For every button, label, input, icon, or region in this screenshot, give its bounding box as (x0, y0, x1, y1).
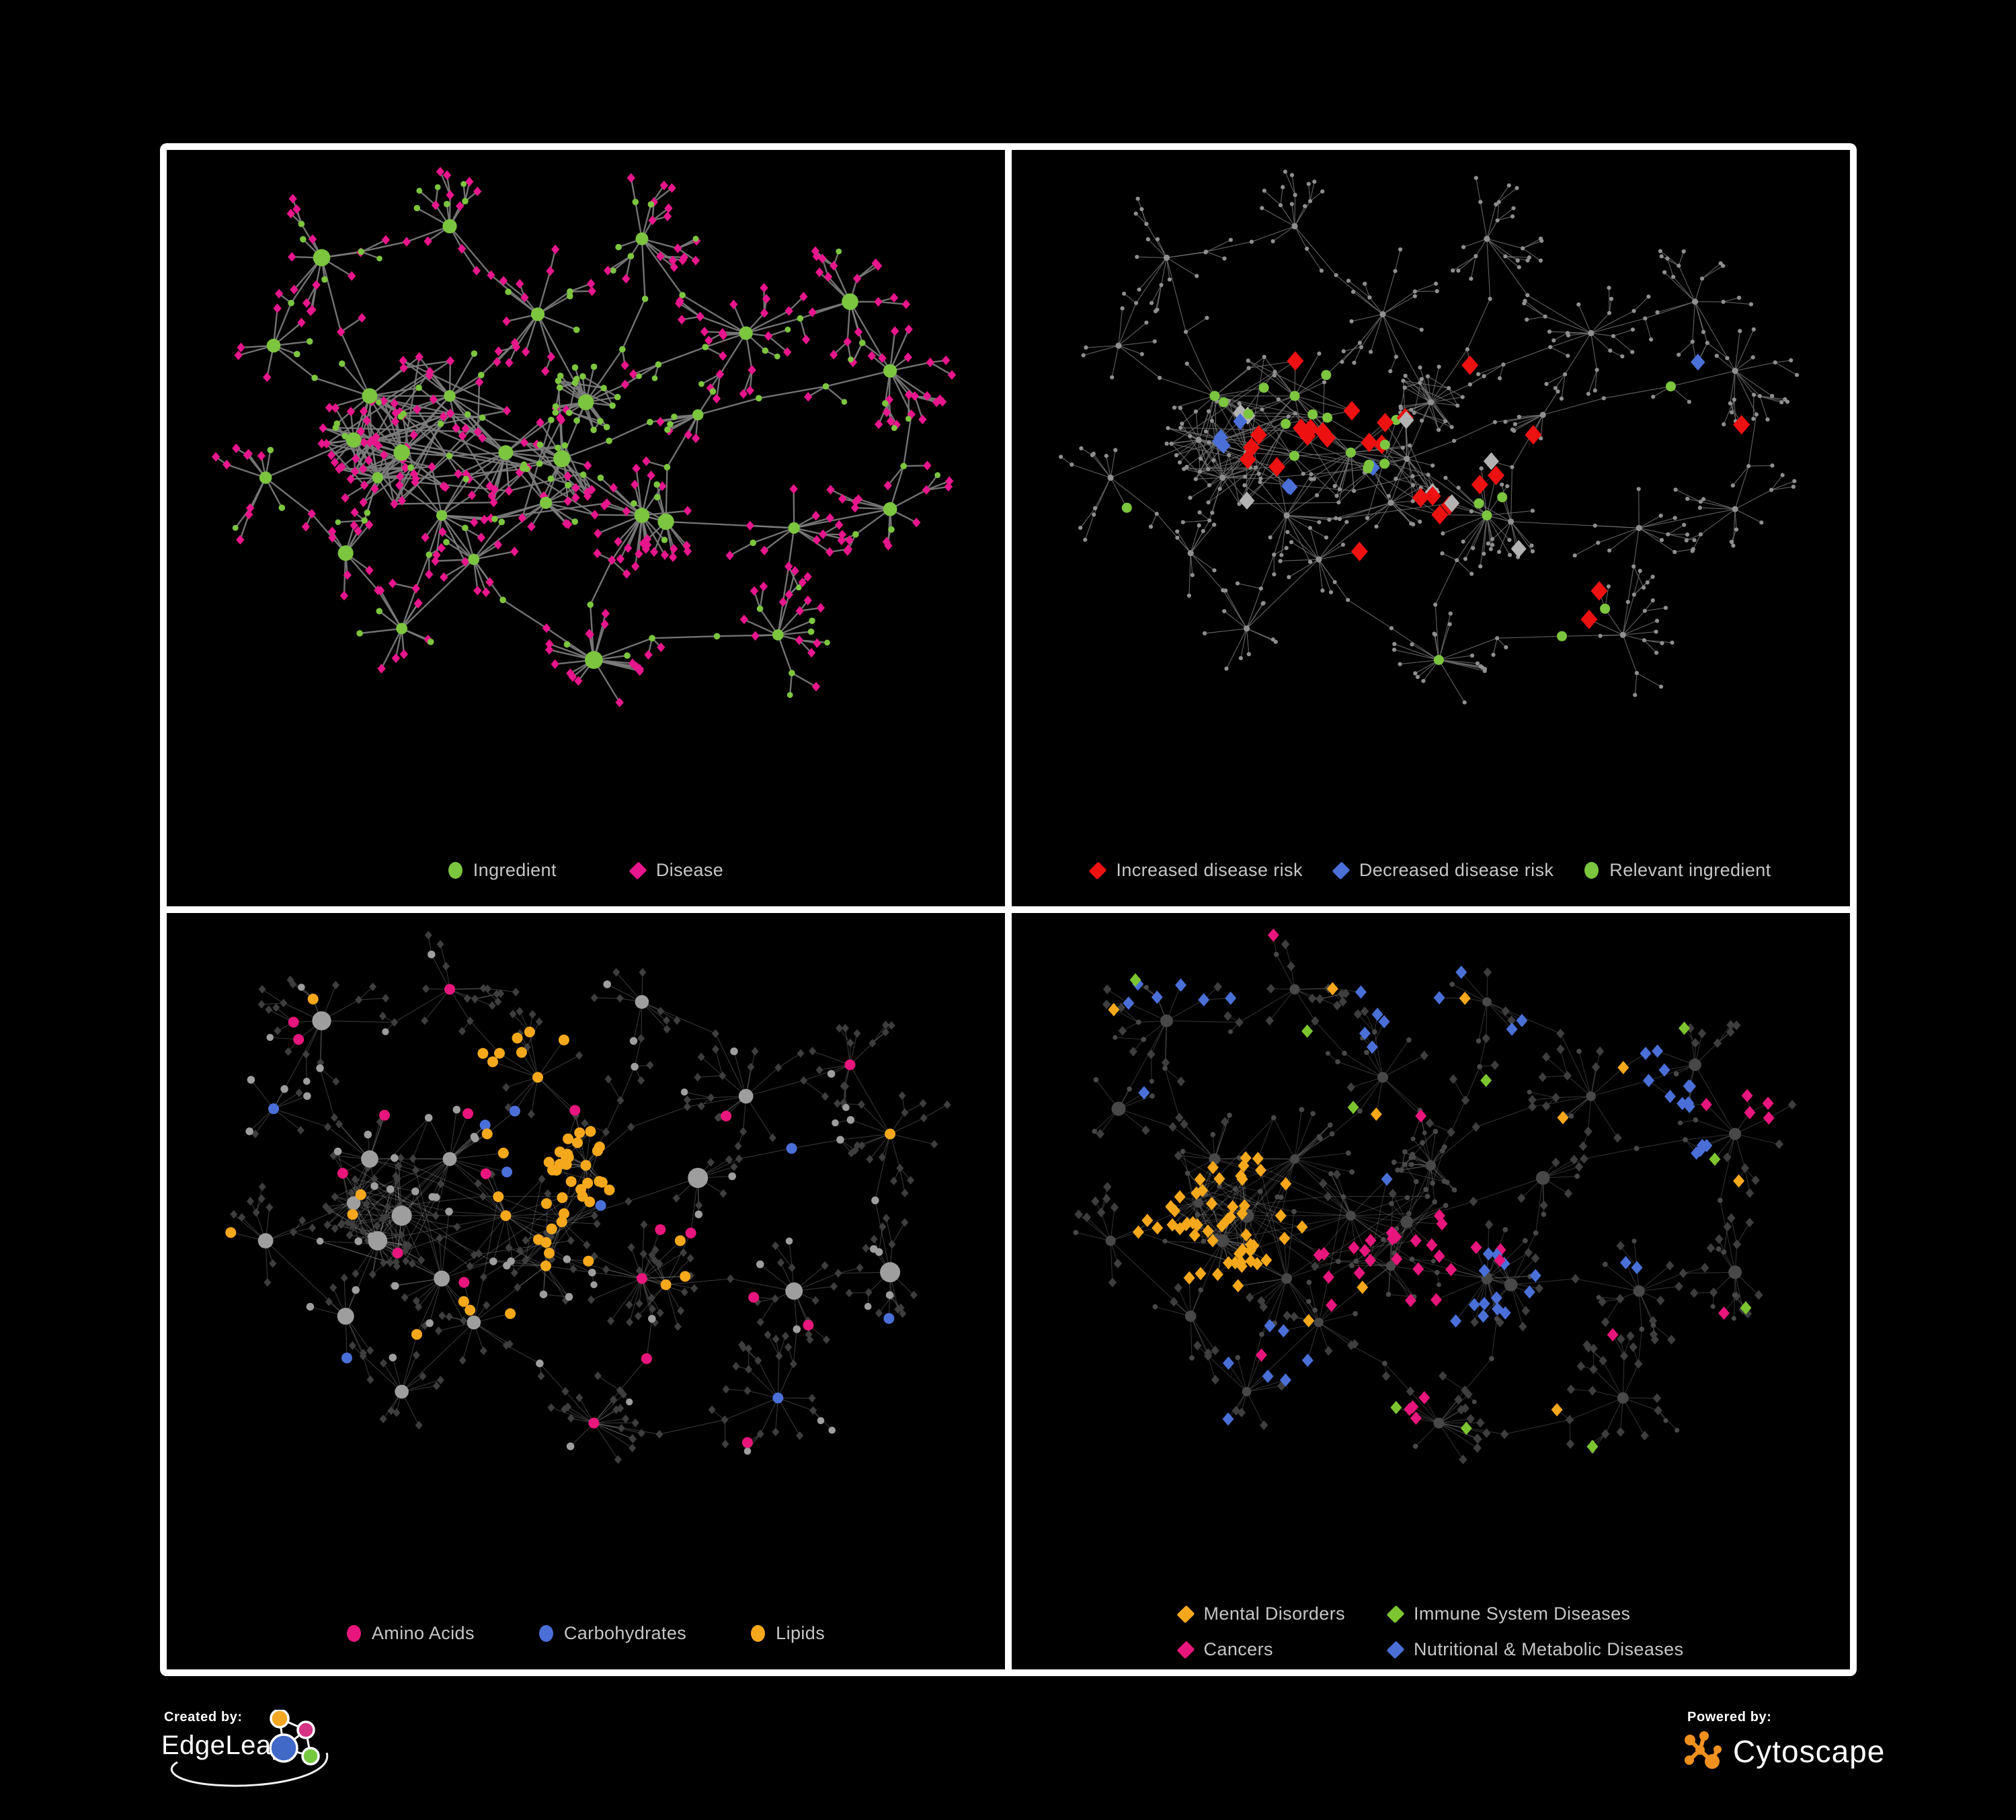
cytoscape-wordmark: Cytoscape (1733, 1734, 1886, 1769)
network-graph-disease-risk (1059, 169, 1800, 705)
legend-item-nutritional-metabolic-diseases: Nutritional & Metabolic Diseases (1386, 1639, 1684, 1660)
legend-label: Cancers (1203, 1639, 1273, 1659)
edgeleap-credit: Created by: EdgeLeap (159, 1710, 374, 1804)
legend-label: Lipids (776, 1623, 825, 1643)
legend-label: Immune System Diseases (1414, 1604, 1631, 1624)
legend-label: Amino Acids (371, 1623, 475, 1643)
legend-label: Decreased disease risk (1359, 860, 1554, 880)
legend-item-relevant-ingredient: Relevant ingredient (1584, 860, 1771, 881)
nutritional-diseases-diamond-icon (1386, 1640, 1405, 1659)
panel-ingredient-disease: Ingredient Disease (167, 150, 1005, 906)
legend-label: Ingredient (473, 860, 557, 880)
panel-disease-risk: Increased disease risk Decreased disease… (1012, 150, 1850, 906)
carbohydrates-circle-icon (538, 1625, 553, 1642)
legend-item-lipids: Lipids (751, 1623, 825, 1644)
cytoscape-credit: Powered by: Cytoscape (1682, 1710, 1910, 1790)
panel-disease-categories: Mental Disorders Immune System Diseases … (1012, 913, 1850, 1669)
legend-ingredient-classes: Amino Acids Carbohydrates Lipids (167, 1623, 1005, 1644)
panel-ingredient-classes: Amino Acids Carbohydrates Lipids (167, 913, 1005, 1669)
ingredient-circle-icon (448, 862, 462, 879)
created-by-label: Created by: (164, 1710, 243, 1725)
legend-disease-risk: Increased disease risk Decreased disease… (1012, 860, 1850, 881)
powered-by-label: Powered by: (1687, 1710, 1772, 1725)
legend-item-ingredient: Ingredient (448, 860, 557, 881)
legend-label: Carbohydrates (563, 1623, 687, 1643)
cancers-diamond-icon (1176, 1640, 1195, 1659)
legend-label: Disease (655, 860, 724, 880)
legend-disease-categories: Mental Disorders Immune System Diseases … (1012, 1604, 1850, 1660)
legend-label: Mental Disorders (1203, 1604, 1345, 1624)
panel-grid-frame: Ingredient Disease Increased disease ris… (160, 143, 1857, 1676)
legend-ingredient-disease: Ingredient Disease (167, 860, 1005, 881)
legend-item-mental-disorders: Mental Disorders (1176, 1604, 1345, 1624)
legend-item-immune-system-diseases: Immune System Diseases (1386, 1604, 1683, 1624)
immune-diseases-diamond-icon (1386, 1605, 1405, 1623)
legend-item-cancers: Cancers (1176, 1639, 1345, 1660)
decreased-risk-diamond-icon (1332, 861, 1350, 879)
legend-item-disease: Disease (629, 860, 724, 881)
amino-acids-circle-icon (346, 1625, 361, 1642)
legend-item-carbohydrates: Carbohydrates (538, 1623, 687, 1644)
increased-risk-diamond-icon (1088, 861, 1107, 879)
disease-diamond-icon (629, 861, 647, 879)
lipids-circle-icon (751, 1625, 766, 1642)
mental-disorders-diamond-icon (1176, 1605, 1195, 1623)
legend-label: Relevant ingredient (1609, 860, 1771, 880)
network-graph-ingredient-disease (211, 167, 957, 707)
network-graph-ingredient-classes (225, 931, 951, 1464)
relevant-ingredient-circle-icon (1584, 862, 1599, 879)
legend-label: Increased disease risk (1116, 860, 1303, 880)
legend-item-amino-acids: Amino Acids (346, 1623, 475, 1644)
network-graph-disease-categories (1073, 928, 1797, 1464)
legend-item-decreased-risk: Decreased disease risk (1332, 860, 1554, 881)
edgeleap-wordmark: EdgeLeap (161, 1731, 287, 1760)
legend-item-increased-risk: Increased disease risk (1088, 860, 1303, 881)
legend-label: Nutritional & Metabolic Diseases (1414, 1639, 1684, 1659)
cytoscape-logo-icon (1685, 1731, 1722, 1769)
